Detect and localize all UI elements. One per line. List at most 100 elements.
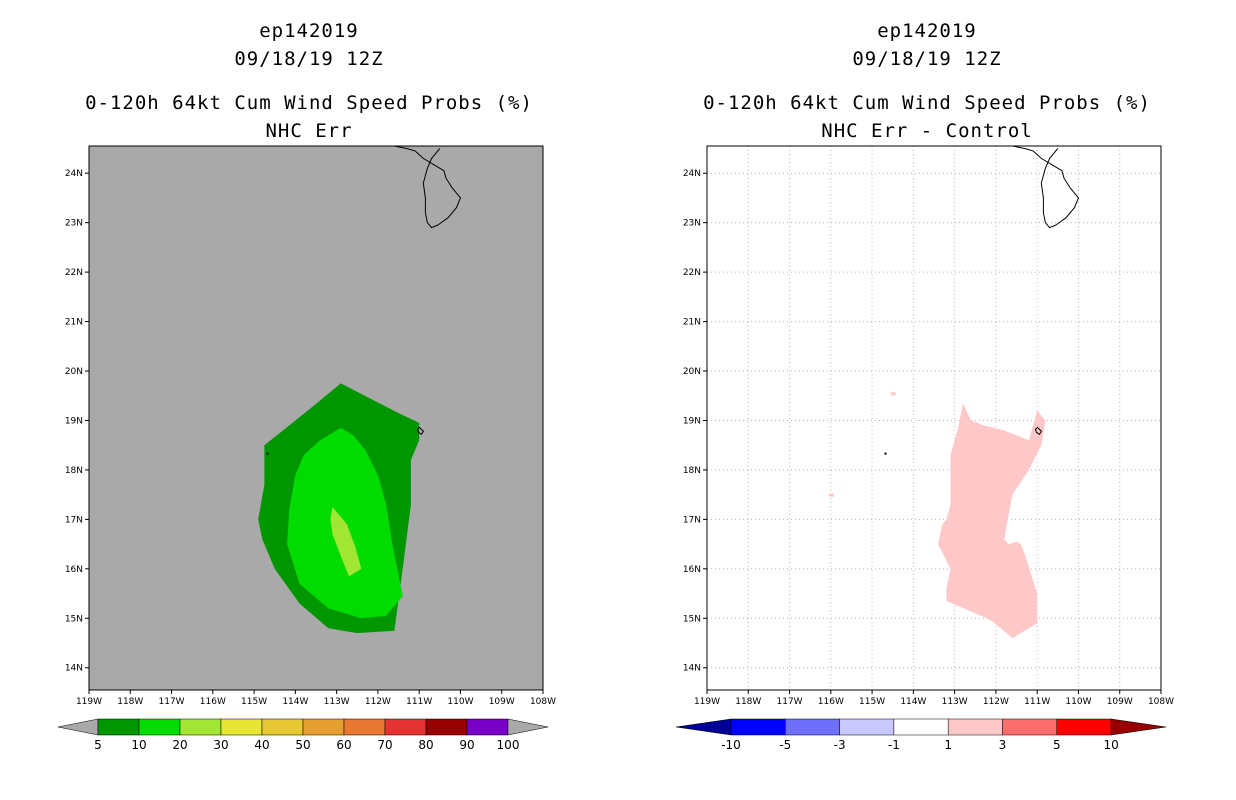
x-tick-label: 116W [200,697,226,707]
y-tick-label: 19N [683,416,701,426]
island-clarion [266,452,269,455]
y-tick-label: 20N [65,367,83,377]
x-tick-label: 111W [1024,697,1050,707]
y-tick-label: 16N [65,565,83,575]
colorbar-low-arrow [57,718,99,736]
x-tick-label: 109W [1107,697,1133,707]
coastline-baja [1012,146,1080,229]
chart-title: 0-120h 64kt Cum Wind Speed Probs (%) [703,92,1151,114]
colorbar-label: 70 [377,738,392,752]
colorbar-label: 3 [999,738,1007,752]
island-clarion [884,452,887,455]
colorbar-bin [839,718,895,736]
x-tick-label: 113W [324,697,350,707]
contour-speck [828,493,834,497]
colorbar-label: 5 [1053,738,1061,752]
y-tick-label: 24N [683,169,701,179]
colorbar-label: 50 [295,738,310,752]
colorbar-label: -3 [834,738,846,752]
x-tick-label: 116W [818,697,844,707]
x-tick-label: 115W [241,697,267,707]
colorbar: -10 -5 -3 -1 1 3 5 10 [675,718,1167,752]
colorbar-label: 80 [418,738,433,752]
y-tick-label: 17N [683,515,701,525]
colorbar-bin [97,718,140,736]
x-tick-label: 110W [1065,697,1091,707]
colorbar-bin [1056,718,1112,736]
plot-area [707,146,1161,690]
colorbar-label: -10 [721,738,741,752]
plot-background [707,146,1161,690]
x-tick-label: 119W [76,697,102,707]
colorbar-bin [466,718,509,736]
y-tick-label: 14N [65,664,83,674]
colorbar-label: 1 [944,738,952,752]
colorbar-bin [302,718,345,736]
x-tick-label: 110W [447,697,473,707]
x-tick-label: 108W [530,697,556,707]
map-nhc-err-minus-control: 119W 118W 117W 116W 115W 114W 113W 112W 111W 110W… [675,145,1174,752]
datetime: 09/18/19 12Z [234,48,384,70]
colorbar-label: 40 [254,738,269,752]
chart-title: 0-120h 64kt Cum Wind Speed Probs (%) [85,92,533,114]
colorbar-label: 30 [213,738,228,752]
x-tick-label: 108W [1148,697,1174,707]
y-tick-label: 15N [683,614,701,624]
plot-frame [706,145,1162,691]
chart-subtitle: NHC Err [265,120,353,142]
colorbar-bin [261,718,304,736]
colorbar-bin [1002,718,1058,736]
y-tick-label: 23N [683,219,701,229]
y-tick-label: 18N [65,466,83,476]
island-socorro [416,426,425,436]
colorbar-label: 5 [94,738,102,752]
colorbar-bin [343,718,386,736]
y-tick-label: 22N [683,268,701,278]
colorbar-bin [384,718,427,736]
colorbar-label: 10 [131,738,146,752]
colorbar-bin [730,718,786,736]
y-tick-label: 23N [65,219,83,229]
y-tick-label: 15N [65,614,83,624]
x-tick-label: 109W [489,697,515,707]
x-tick-label: 119W [694,697,720,707]
colorbar: 5 10 20 30 40 50 60 70 80 90 100 [57,718,549,752]
colorbar-label: 20 [172,738,187,752]
y-tick-label: 24N [65,169,83,179]
colorbar-bin [220,718,263,736]
y-tick-label: 19N [65,416,83,426]
colorbar-bin [179,718,222,736]
y-tick-label: 21N [683,318,701,328]
panel-nhc-err-minus-control: ep142019 09/18/19 12Z 0-120h 64kt Cum Wi… [618,0,1236,800]
y-tick-label: 22N [65,268,83,278]
colorbar-bin [785,718,840,736]
contour-speck [890,392,896,396]
plot-frame [88,145,544,691]
colorbar-high-arrow [1110,718,1167,736]
chart-subtitle: NHC Err - Control [821,120,1033,142]
colorbar-bin [425,718,468,736]
colorbar-label: -1 [888,738,900,752]
colorbar-label: 10 [1103,738,1118,752]
colorbar-label: 60 [336,738,351,752]
x-tick-label: 118W [735,697,761,707]
y-tick-label: 14N [683,664,701,674]
x-tick-label: 115W [859,697,885,707]
colorbar-bin [893,718,949,736]
panel-nhc-err: ep142019 09/18/19 12Z 0-120h 64kt Cum Wi… [57,20,556,752]
x-tick-label: 117W [777,697,803,707]
storm-id: ep142019 [877,20,977,42]
y-tick-label: 21N [65,318,83,328]
contour-20-30 [330,507,362,577]
colorbar-label: -5 [779,738,791,752]
y-tick-label: 20N [683,367,701,377]
x-tick-label: 114W [282,697,308,707]
map-nhc-err: 119W 118W 117W 116W 115W 114W 113W 112W 111W 110W… [57,145,556,752]
x-tick-label: 113W [942,697,968,707]
x-tick-label: 112W [365,697,391,707]
storm-id: ep142019 [259,20,359,42]
colorbar-low-arrow [675,718,732,736]
x-tick-label: 112W [983,697,1009,707]
colorbar-bin [947,718,1003,736]
island-socorro [1034,426,1043,436]
